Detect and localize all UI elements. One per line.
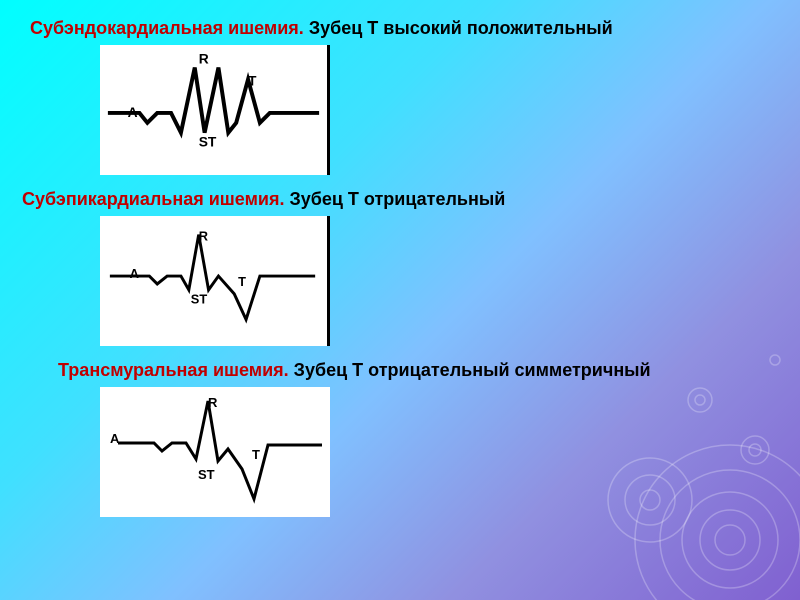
title-black-1: Зубец Т высокий положительный [304, 18, 613, 38]
heading-1: Субэндокардиальная ишемия. Зубец Т высок… [30, 18, 770, 39]
svg-text:ST: ST [199, 134, 217, 150]
ecg-svg-2: R A ST T [100, 216, 327, 346]
svg-text:T: T [252, 447, 260, 462]
title-red-1: Субэндокардиальная ишемия. [30, 18, 304, 38]
ecg-svg-3: R A ST T [100, 387, 330, 517]
svg-text:T: T [248, 72, 257, 88]
svg-text:A: A [110, 431, 120, 446]
title-black-2: Зубец Т отрицательный [284, 189, 505, 209]
section-subendocardial: Субэндокардиальная ишемия. Зубец Т высок… [30, 18, 770, 175]
title-red-2: Субэпикардиальная ишемия. [22, 189, 284, 209]
svg-text:ST: ST [191, 292, 208, 307]
svg-text:R: R [199, 229, 208, 244]
svg-text:T: T [238, 274, 246, 289]
svg-text:ST: ST [198, 467, 215, 482]
title-black-3: Зубец Т отрицательный симметричный [289, 360, 651, 380]
svg-text:A: A [130, 266, 139, 281]
ecg-figure-1: R A ST T [100, 45, 330, 175]
section-subepicardial: Субэпикардиальная ишемия. Зубец Т отрица… [30, 189, 770, 346]
ecg-figure-3: R A ST T [100, 387, 330, 517]
ecg-figure-2: R A ST T [100, 216, 330, 346]
slide-content: Субэндокардиальная ишемия. Зубец Т высок… [0, 0, 800, 549]
svg-text:R: R [208, 395, 218, 410]
heading-3: Трансмуральная ишемия. Зубец Т отрицател… [58, 360, 770, 381]
svg-text:A: A [128, 104, 138, 120]
svg-text:R: R [199, 51, 209, 67]
ecg-svg-1: R A ST T [100, 45, 327, 175]
heading-2: Субэпикардиальная ишемия. Зубец Т отрица… [22, 189, 770, 210]
title-red-3: Трансмуральная ишемия. [58, 360, 289, 380]
section-transmural: Трансмуральная ишемия. Зубец Т отрицател… [30, 360, 770, 517]
